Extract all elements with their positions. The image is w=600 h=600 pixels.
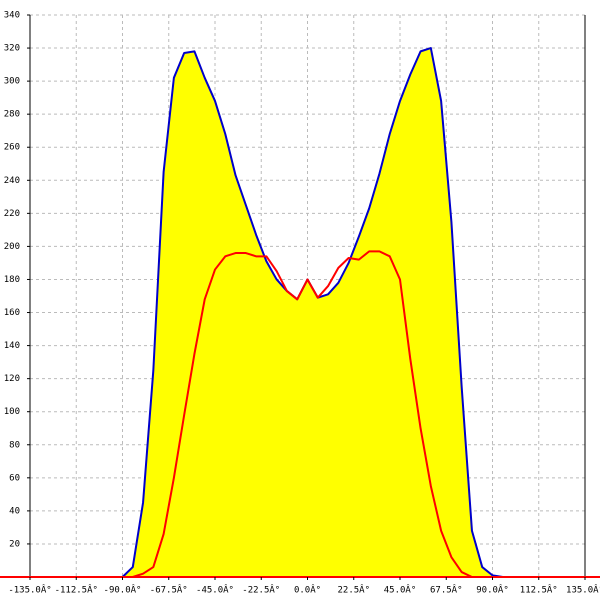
x-tick-label: 0.0Â° <box>294 584 321 596</box>
area-fill <box>112 48 503 577</box>
y-tick-label: 80 <box>9 440 20 450</box>
x-tick-label: 45.0Â° <box>384 584 417 596</box>
y-tick-label: 320 <box>4 44 20 54</box>
y-tick-label: 60 <box>9 473 20 483</box>
y-tick-label: 280 <box>4 110 20 120</box>
y-tick-label: 120 <box>4 374 20 384</box>
plot <box>112 47 503 578</box>
x-tick-label: -67.5Â° <box>150 584 188 596</box>
x-tick-label: -90.0Â° <box>104 584 142 596</box>
y-tick-label: 300 <box>4 77 20 87</box>
x-tick-label: -22.5Â° <box>242 584 280 596</box>
series-line <box>112 250 503 578</box>
y-tick-label: 20 <box>9 539 20 549</box>
x-tick-label: -135.0Â° <box>8 584 51 596</box>
y-tick-label: 220 <box>4 209 20 219</box>
y-tick-label: 180 <box>4 275 20 285</box>
labels: 20 40 60 80 100 120 140 160 180 200 220 240 260 280 30… <box>4 11 600 596</box>
y-tick-label: 100 <box>4 407 20 417</box>
x-tick-label: 135.0Â° <box>566 584 600 596</box>
x-tick-label: 22.5Â° <box>337 584 370 596</box>
x-tick-label: 67.5Â° <box>430 584 463 596</box>
x-tick-label: -45.0Â° <box>196 584 234 596</box>
x-tick-label: 112.5Â° <box>520 584 558 596</box>
y-tick-label: 260 <box>4 143 20 153</box>
x-tick-label: 90.0Â° <box>476 584 509 596</box>
x-tick-label: -112.5Â° <box>55 584 98 596</box>
y-tick-label: 40 <box>9 506 20 516</box>
y-tick-label: 140 <box>4 341 20 351</box>
y-tick-label: 340 <box>4 11 20 21</box>
y-tick-label: 240 <box>4 176 20 186</box>
y-tick-label: 200 <box>4 242 20 252</box>
y-tick-label: 160 <box>4 308 20 318</box>
